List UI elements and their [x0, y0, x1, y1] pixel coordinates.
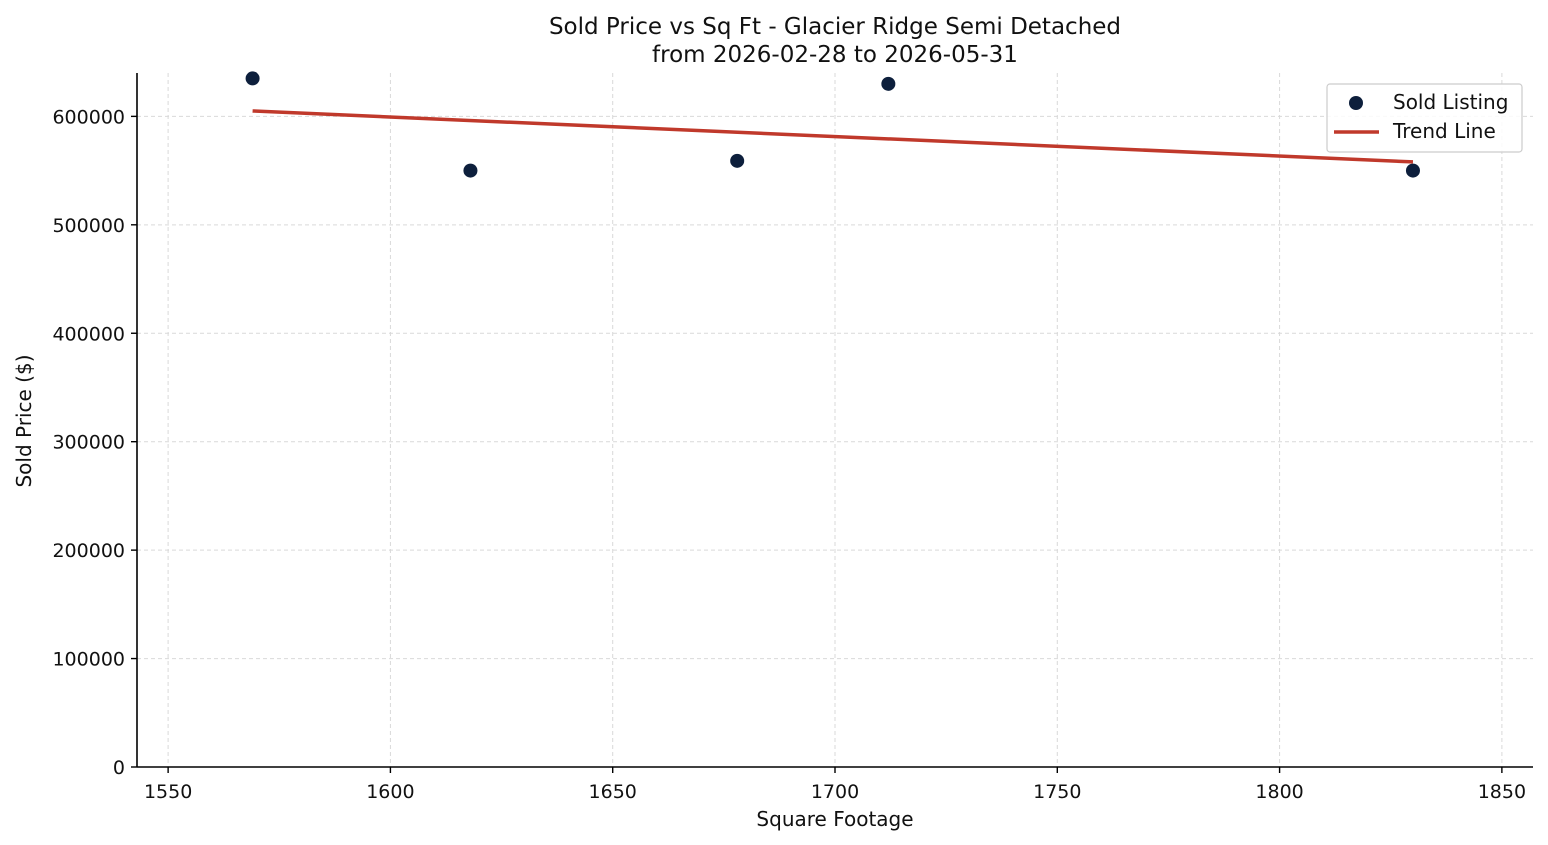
- x-tick-label: 1700: [811, 781, 859, 803]
- y-tick-label: 500000: [52, 215, 125, 237]
- x-tick-label: 1600: [366, 781, 414, 803]
- chart-title-line-2: from 2026-02-28 to 2026-05-31: [652, 42, 1018, 68]
- x-axis-label: Square Footage: [756, 807, 913, 831]
- chart-title-line-1: Sold Price vs Sq Ft - Glacier Ridge Semi…: [549, 14, 1121, 40]
- x-tick-label: 1550: [144, 781, 192, 803]
- legend-frame: [1326, 83, 1523, 153]
- legend-label-trend-line: Trend Line: [1392, 119, 1496, 143]
- y-tick-label: 400000: [52, 323, 125, 345]
- x-tick-label: 1750: [1033, 781, 1081, 803]
- y-tick-label: 200000: [52, 540, 125, 562]
- sold-listing-point: [881, 76, 896, 91]
- sold-listing-point: [245, 71, 260, 86]
- x-tick-label: 1850: [1478, 781, 1526, 803]
- x-tick-label: 1800: [1255, 781, 1303, 803]
- y-tick-label: 600000: [52, 106, 125, 128]
- y-tick-label: 0: [113, 757, 125, 779]
- x-axis-ticks: 1550 1600 1650 1700 1750 1800 1850: [144, 767, 1526, 803]
- legend-marker-sold-listing: [1349, 96, 1363, 110]
- sold-listing-point: [1405, 163, 1420, 178]
- y-tick-label: 100000: [52, 649, 125, 671]
- legend-label-sold-listing: Sold Listing: [1393, 90, 1508, 114]
- sold-listing-point: [730, 153, 745, 168]
- chart-title: Sold Price vs Sq Ft - Glacier Ridge Semi…: [549, 14, 1121, 68]
- data-series: [245, 71, 1420, 178]
- grid-lines: [137, 73, 1533, 768]
- x-tick-label: 1650: [589, 781, 637, 803]
- trend-line: [252, 109, 1414, 164]
- legend: Sold Listing Trend Line: [1326, 83, 1523, 153]
- y-tick-label: 300000: [52, 432, 125, 454]
- y-axis-label: Sold Price ($): [12, 354, 36, 487]
- y-axis-ticks: 0 100000 200000 300000 400000 500000 600000: [52, 106, 137, 779]
- sold-listing-point: [463, 163, 478, 178]
